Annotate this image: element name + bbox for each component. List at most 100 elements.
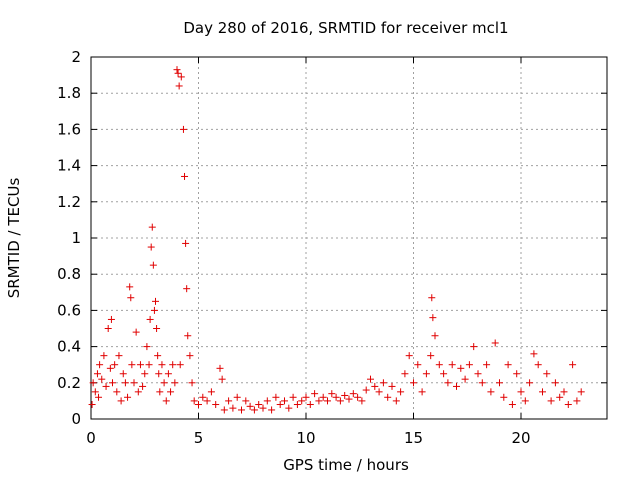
data-point xyxy=(93,370,101,378)
data-point xyxy=(272,393,280,401)
data-point xyxy=(233,393,241,401)
y-tick-label: 1.4 xyxy=(57,157,81,175)
data-point xyxy=(263,397,271,405)
data-point xyxy=(560,388,568,396)
data-point xyxy=(573,397,581,405)
data-point xyxy=(153,325,161,332)
data-point xyxy=(167,388,175,396)
data-point xyxy=(422,370,430,378)
data-point xyxy=(146,315,154,323)
data-point xyxy=(143,343,151,351)
y-tick-label: 0.8 xyxy=(57,265,81,283)
data-point xyxy=(119,370,127,378)
data-point xyxy=(134,388,142,396)
data-point xyxy=(199,393,207,401)
data-point xyxy=(354,393,362,401)
data-point xyxy=(349,390,357,398)
data-point xyxy=(186,352,194,360)
data-point xyxy=(311,390,319,398)
data-point xyxy=(521,397,529,405)
data-point xyxy=(474,370,482,378)
data-point xyxy=(173,66,181,74)
data-point xyxy=(130,379,138,387)
data-point xyxy=(341,391,349,399)
data-point xyxy=(171,379,179,387)
data-point xyxy=(132,328,140,336)
data-point xyxy=(158,361,166,369)
data-point xyxy=(487,388,495,396)
data-point xyxy=(564,401,572,409)
data-point xyxy=(577,388,585,396)
data-point xyxy=(216,364,224,372)
data-point xyxy=(117,397,125,405)
data-point xyxy=(285,404,293,412)
data-point xyxy=(104,325,112,332)
data-point xyxy=(182,239,190,247)
data-point xyxy=(328,390,336,398)
data-point xyxy=(289,393,297,401)
data-point xyxy=(176,361,184,369)
data-point xyxy=(190,397,198,405)
data-point xyxy=(174,69,182,77)
data-point xyxy=(435,361,443,369)
data-point xyxy=(345,395,353,403)
data-point xyxy=(461,375,469,383)
data-point xyxy=(121,379,129,387)
data-point xyxy=(96,361,104,369)
data-point xyxy=(276,401,284,409)
data-point xyxy=(195,401,202,409)
data-point xyxy=(401,370,409,378)
data-point xyxy=(444,379,452,387)
data-points xyxy=(88,66,585,414)
data-point xyxy=(229,404,237,412)
data-point xyxy=(218,375,226,383)
data-point xyxy=(491,339,499,347)
data-point xyxy=(414,361,422,369)
data-point xyxy=(250,406,258,414)
data-point xyxy=(496,379,503,387)
data-point xyxy=(268,406,276,414)
y-tick-label: 0.2 xyxy=(57,374,81,392)
data-point xyxy=(220,406,228,414)
data-point xyxy=(453,382,460,390)
data-point xyxy=(89,379,97,387)
y-tick-label: 1.8 xyxy=(57,84,81,102)
data-point xyxy=(149,261,157,269)
data-point xyxy=(126,283,134,291)
data-point xyxy=(106,364,114,372)
data-point xyxy=(410,379,417,387)
data-point xyxy=(113,388,121,396)
data-point xyxy=(184,332,192,340)
data-point xyxy=(397,388,405,396)
x-tick-label: 10 xyxy=(296,429,315,447)
data-point xyxy=(551,379,559,387)
data-point xyxy=(547,397,555,405)
data-point xyxy=(556,393,564,401)
y-tick-label: 0.6 xyxy=(57,301,81,319)
data-point xyxy=(457,364,465,372)
chart-title: Day 280 of 2016, SRMTID for receiver mcl… xyxy=(183,19,508,37)
data-point xyxy=(429,314,437,322)
data-point xyxy=(102,382,110,390)
y-tick-label: 1.6 xyxy=(57,120,81,138)
data-point xyxy=(225,397,233,405)
data-point xyxy=(427,352,435,360)
data-point xyxy=(179,125,187,133)
y-tick-label: 2 xyxy=(71,48,81,66)
data-point xyxy=(428,294,436,302)
data-point xyxy=(88,401,96,409)
data-point xyxy=(465,361,473,369)
data-point xyxy=(100,352,108,360)
x-tick-label: 15 xyxy=(404,429,423,447)
y-axis-label: SRMTID / TECUs xyxy=(5,178,23,299)
data-point xyxy=(164,370,172,378)
data-point xyxy=(128,361,136,369)
data-point xyxy=(358,397,366,405)
data-point xyxy=(306,401,314,409)
data-point xyxy=(362,386,370,394)
data-point xyxy=(517,388,525,396)
data-point xyxy=(98,375,106,383)
x-tick-label: 5 xyxy=(194,429,204,447)
